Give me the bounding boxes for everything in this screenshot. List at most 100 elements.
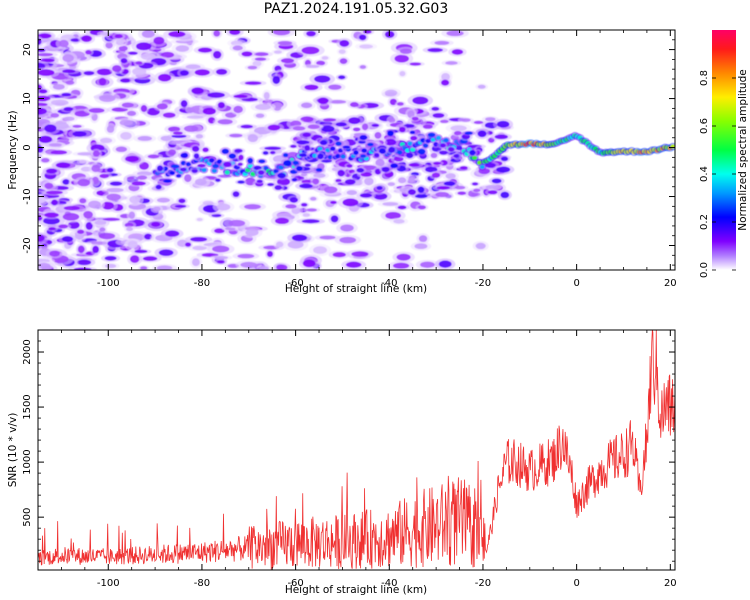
spectrogram-cell bbox=[330, 146, 336, 151]
spectrogram-cell bbox=[77, 178, 91, 187]
spectrogram-cell bbox=[88, 108, 105, 113]
spectrogram-cell bbox=[304, 84, 319, 91]
spectrogram-xtick-label: 20 bbox=[664, 278, 677, 289]
spectrogram-cell bbox=[259, 266, 269, 270]
spectrogram-cell bbox=[433, 161, 442, 165]
snr-xtick-label: -20 bbox=[475, 578, 491, 589]
spectrogram-cell bbox=[376, 186, 383, 191]
spectrogram-cell bbox=[392, 262, 410, 269]
spectrogram-cell bbox=[38, 262, 51, 269]
spectrogram-cell bbox=[335, 122, 347, 127]
spectrogram-ytick-label: 20 bbox=[22, 43, 33, 56]
spectrogram-cell bbox=[114, 34, 123, 39]
snr-ytick-label: 2000 bbox=[22, 339, 33, 364]
spectrogram-cell bbox=[62, 54, 74, 62]
spectrogram-cell bbox=[345, 261, 362, 268]
spectrogram-cell bbox=[186, 115, 204, 119]
spectrogram-cell bbox=[292, 126, 306, 131]
spectrogram-cell bbox=[223, 161, 232, 168]
spectrogram-cell bbox=[241, 51, 253, 57]
spectrogram-cell bbox=[296, 165, 303, 172]
colorbar-tick-label: 0.6 bbox=[699, 118, 710, 134]
spectrogram-cell bbox=[102, 217, 121, 221]
spectrogram-cell bbox=[96, 68, 113, 76]
colorbar: 0.0 0.2 0.4 0.6 0.8 Normalized spectral ampl… bbox=[699, 30, 749, 278]
spectrogram-cell bbox=[157, 165, 163, 172]
spectrogram-cell bbox=[273, 104, 282, 111]
spectrogram-xtick-label: -20 bbox=[475, 278, 491, 289]
spectrogram-cell bbox=[439, 119, 449, 124]
spectrogram-cell bbox=[191, 258, 200, 267]
spectrogram-cell bbox=[106, 193, 121, 201]
spectrogram-cell bbox=[48, 227, 56, 231]
spectrogram-cell bbox=[119, 119, 133, 126]
spectrogram-cell bbox=[319, 235, 336, 240]
spectrogram-cell bbox=[255, 103, 271, 111]
snr-ylabel: SNR (10 * v/v) bbox=[7, 413, 19, 488]
spectrogram-ytick-label: 0 bbox=[22, 144, 33, 150]
spectrogram-cell bbox=[247, 157, 253, 164]
spectrogram-cell bbox=[435, 192, 450, 198]
spectrogram-cell bbox=[438, 260, 452, 268]
spectrogram-cell bbox=[212, 164, 219, 169]
spectrogram-cell bbox=[317, 153, 324, 160]
snr-xtick-label: -60 bbox=[287, 578, 303, 589]
chart-title: PAZ1.2024.191.05.32.G03 bbox=[263, 1, 449, 17]
spectrogram-cell bbox=[500, 191, 510, 199]
spectrogram-xtick-label: -100 bbox=[97, 278, 120, 289]
spectrogram-cell bbox=[168, 31, 186, 38]
spectrogram-cell bbox=[267, 124, 281, 131]
spectrogram-cell bbox=[469, 149, 476, 156]
spectrogram-cell bbox=[431, 106, 440, 111]
spectrogram-cell bbox=[190, 236, 208, 242]
spectrogram-cell bbox=[214, 228, 225, 234]
spectrogram-cell bbox=[120, 58, 128, 64]
spectrogram-cell bbox=[209, 158, 215, 163]
spectrogram-cell bbox=[214, 255, 229, 260]
spectrogram-cell bbox=[494, 134, 508, 140]
spectrogram-cell bbox=[471, 182, 479, 186]
spectrogram-cell bbox=[346, 164, 353, 168]
spectrogram-cell bbox=[72, 130, 87, 137]
spectrogram-cell bbox=[119, 78, 132, 83]
spectrogram-cell bbox=[422, 124, 433, 129]
spectrogram-cell bbox=[38, 89, 48, 94]
spectrogram-cell bbox=[436, 186, 450, 190]
spectrogram-cell bbox=[127, 51, 138, 55]
spectrogram-cell bbox=[38, 107, 47, 115]
spectrogram-cell bbox=[156, 197, 171, 203]
spectrogram-cell bbox=[317, 97, 329, 105]
spectrogram-cell bbox=[213, 50, 222, 59]
spectrogram-cell bbox=[135, 61, 143, 65]
spectrogram-cell bbox=[194, 178, 207, 186]
spectrogram-cell bbox=[94, 220, 106, 225]
spectrogram-cell bbox=[73, 267, 92, 270]
spectrogram-cell bbox=[212, 245, 230, 253]
spectrogram-cell bbox=[216, 260, 225, 264]
spectrogram-cell bbox=[299, 183, 313, 189]
spectrogram-cell bbox=[238, 154, 244, 161]
spectrogram-cell bbox=[81, 35, 92, 42]
spectrogram-cell bbox=[440, 143, 446, 148]
spectrogram-cell bbox=[174, 204, 187, 208]
spectrogram-xtick-label: 0 bbox=[573, 278, 579, 289]
snr-xtick-label: 20 bbox=[664, 578, 677, 589]
spectrogram-cell bbox=[140, 266, 148, 270]
spectrogram-cell bbox=[351, 251, 369, 257]
spectrogram-cell bbox=[374, 132, 382, 139]
spectrogram-cell bbox=[491, 178, 502, 184]
spectrogram-cell bbox=[307, 124, 320, 130]
spectrogram-cell bbox=[61, 92, 72, 97]
spectrogram-cell bbox=[300, 102, 313, 109]
spectrogram-cell bbox=[304, 163, 311, 167]
spectrogram-cell bbox=[61, 236, 74, 243]
spectrogram-cell bbox=[127, 240, 138, 249]
spectrogram-cell bbox=[485, 117, 496, 122]
spectrogram-cell bbox=[201, 167, 207, 173]
spectrogram-cell bbox=[207, 92, 225, 98]
spectrogram-cell bbox=[172, 131, 183, 135]
spectrogram-cell bbox=[340, 154, 346, 159]
spectrogram-cell bbox=[215, 178, 221, 182]
spectrogram-cell bbox=[216, 203, 231, 211]
spectrogram-cell bbox=[385, 211, 401, 220]
